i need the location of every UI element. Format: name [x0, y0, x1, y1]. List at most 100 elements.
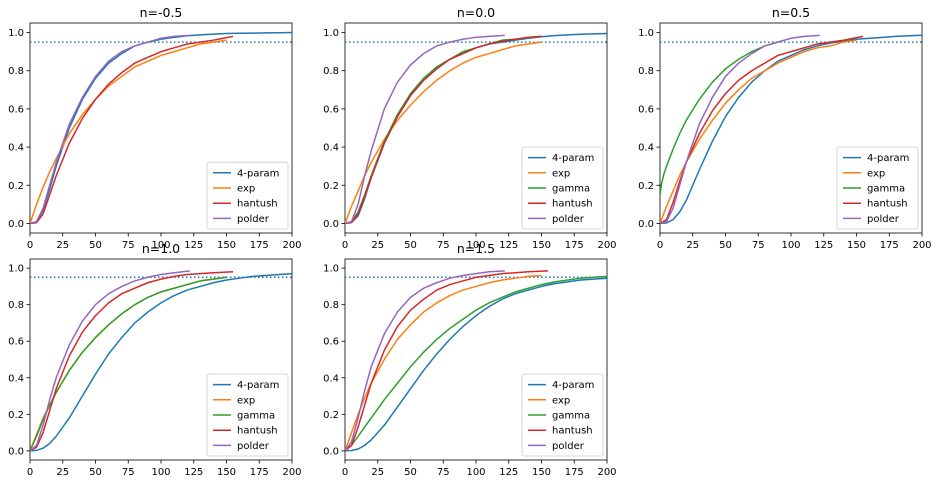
x-tick-label: 75	[122, 240, 135, 251]
legend-label: hantush	[552, 199, 593, 210]
legend: 4-param exp gamma hantush polder	[521, 146, 604, 230]
legend-label: 4-param	[237, 380, 279, 391]
x-tick-label: 175	[250, 467, 269, 478]
legend-label: polder	[237, 441, 270, 452]
y-tick-label: 1.0	[323, 28, 339, 39]
y-tick-label: 0.6	[638, 104, 654, 115]
subplot-title: n=0.5	[772, 5, 810, 20]
subplot-title: n=1.5	[457, 241, 495, 256]
legend-label: 4-param	[867, 153, 909, 164]
y-tick-label: 0.8	[8, 66, 24, 77]
x-tick-label: 175	[250, 240, 269, 251]
legend-label: polder	[552, 214, 585, 225]
y-tick-label: 0.2	[8, 410, 24, 421]
subplot-3: n=0.5 0 25 50 75 100 125 150 175 200 0.0 0.2 0.4 0.6 0…	[638, 5, 931, 251]
x-tick-label: 0	[27, 240, 33, 251]
x-tick-label: 200	[282, 467, 301, 478]
x-tick-label: 50	[404, 240, 417, 251]
y-tick-label: 0.2	[8, 181, 24, 192]
x-tick-label: 100	[151, 467, 170, 478]
y-tick-label: 0.0	[323, 446, 339, 457]
x-tick-label: 25	[56, 467, 69, 478]
x-tick-label: 175	[565, 467, 584, 478]
legend-label: polder	[237, 214, 270, 225]
subplot-1: n=-0.5 0 25 50 75 100 125 150 175 200 0.0 0.2 0.4 0.6…	[8, 5, 301, 251]
legend-box	[206, 373, 289, 457]
subplot-title: n=0.0	[457, 5, 495, 20]
series-line-exp	[30, 39, 227, 224]
subplot-5: n=1.5 0 25 50 75 100 125 150 175 200 0.0 0.2 0.4 0.6 0…	[323, 241, 616, 478]
series-line-exp	[30, 276, 227, 452]
x-tick-label: 150	[847, 240, 866, 251]
x-tick-label: 75	[437, 467, 450, 478]
x-tick-label: 0	[342, 467, 348, 478]
x-tick-label: 0	[27, 467, 33, 478]
y-tick-label: 0.8	[8, 300, 24, 311]
series-line-hantush	[660, 35, 864, 225]
x-tick-label: 25	[371, 467, 384, 478]
legend-box	[836, 146, 919, 230]
series-line-polder	[345, 270, 505, 452]
legend-label: hantush	[237, 199, 278, 210]
y-tick-label: 0.4	[638, 143, 654, 154]
x-tick-label: 25	[371, 240, 384, 251]
y-tick-label: 0.6	[323, 337, 339, 348]
legend-label: exp	[552, 168, 570, 179]
series-line-exp	[345, 274, 542, 452]
x-tick-label: 175	[880, 240, 899, 251]
y-tick-label: 0.4	[8, 373, 24, 384]
y-tick-label: 0.2	[323, 410, 339, 421]
legend-label: gamma	[867, 184, 905, 195]
legend-label: polder	[867, 214, 900, 225]
x-tick-label: 150	[217, 467, 236, 478]
series-line-polder	[345, 34, 505, 225]
y-tick-label: 1.0	[323, 264, 339, 275]
y-tick-label: 0.6	[8, 104, 24, 115]
x-tick-label: 0	[657, 240, 663, 251]
y-tick-label: 0.4	[323, 143, 339, 154]
x-tick-label: 50	[89, 240, 102, 251]
subplot-2: n=0.0 0 25 50 75 100 125 150 175 200 0.0 0.2 0.4 0.6 0…	[323, 5, 616, 251]
legend-label: gamma	[552, 411, 590, 422]
x-tick-label: 175	[565, 240, 584, 251]
series-line-polder	[660, 34, 820, 225]
x-tick-label: 125	[814, 240, 833, 251]
legend-box	[521, 146, 604, 230]
legend-label: exp	[237, 184, 255, 195]
x-tick-label: 100	[151, 240, 170, 251]
x-tick-label: 125	[499, 240, 518, 251]
y-tick-label: 0.0	[323, 219, 339, 230]
x-tick-label: 200	[282, 240, 301, 251]
legend-box	[206, 161, 289, 230]
x-tick-label: 100	[781, 240, 800, 251]
y-tick-label: 1.0	[8, 264, 24, 275]
x-tick-label: 75	[752, 240, 765, 251]
x-tick-label: 100	[466, 467, 485, 478]
x-tick-label: 50	[719, 240, 732, 251]
y-tick-label: 0.4	[8, 143, 24, 154]
series-line-exp	[660, 39, 857, 224]
legend-label: 4-param	[237, 168, 279, 179]
legend-label: exp	[237, 395, 255, 406]
y-tick-label: 0.8	[323, 300, 339, 311]
subplot-4: n=1.0 0 25 50 75 100 125 150 175 200 0.0 0.2 0.4 0.6 0…	[8, 241, 301, 478]
y-tick-label: 0.0	[638, 219, 654, 230]
y-tick-label: 1.0	[8, 28, 24, 39]
legend-label: 4-param	[552, 380, 594, 391]
series-line-hantush	[345, 35, 542, 225]
legend-label: exp	[552, 395, 570, 406]
subplot-title: n=-0.5	[140, 5, 183, 20]
x-tick-label: 75	[122, 467, 135, 478]
x-tick-label: 25	[56, 240, 69, 251]
legend: 4-param exp hantush polder	[206, 161, 289, 230]
legend: 4-param exp gamma hantush polder	[836, 146, 919, 230]
x-tick-label: 25	[686, 240, 699, 251]
x-tick-label: 50	[89, 467, 102, 478]
x-tick-label: 50	[404, 467, 417, 478]
y-tick-label: 0.0	[8, 446, 24, 457]
x-tick-label: 125	[184, 467, 203, 478]
y-tick-label: 0.0	[8, 219, 24, 230]
series-line-hantush	[30, 271, 234, 452]
series-line-hantush	[30, 35, 234, 225]
